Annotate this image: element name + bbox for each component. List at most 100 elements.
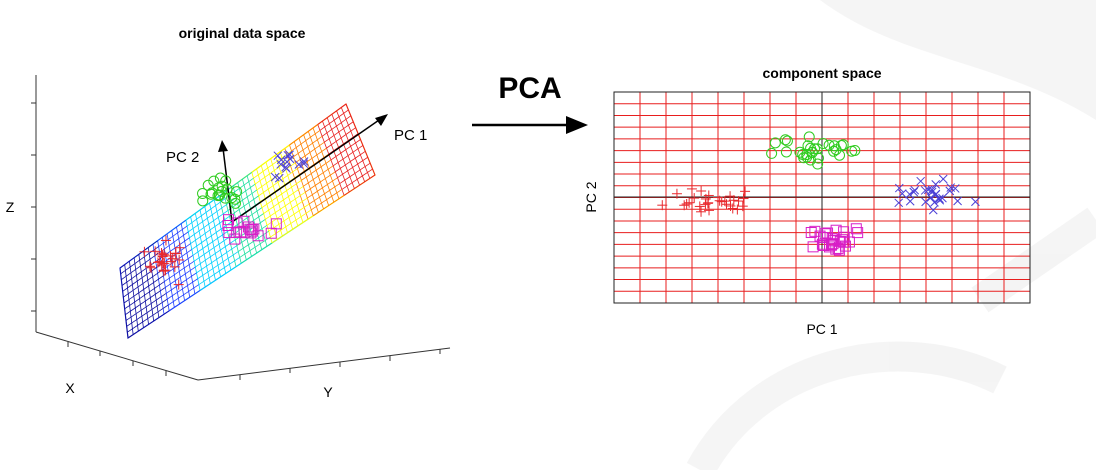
plane-mesh-line bbox=[338, 140, 349, 148]
cross-marker bbox=[273, 151, 283, 161]
plus-marker bbox=[165, 250, 176, 261]
plus-marker bbox=[146, 262, 157, 273]
plane-mesh-line bbox=[292, 222, 304, 230]
plane-mesh-line bbox=[300, 209, 312, 217]
plane-mesh-line bbox=[362, 168, 373, 177]
plane-mesh-line bbox=[190, 236, 201, 244]
plus-marker bbox=[156, 248, 167, 259]
circle-marker bbox=[798, 152, 810, 164]
square-marker bbox=[231, 226, 243, 238]
circle-marker bbox=[780, 146, 792, 158]
plus-marker bbox=[686, 183, 697, 194]
plane-mesh-line bbox=[319, 123, 330, 131]
plane-mesh-line bbox=[126, 319, 138, 327]
plane-mesh-line bbox=[125, 313, 137, 321]
plane-mesh-line bbox=[129, 259, 140, 268]
plane-mesh-line bbox=[324, 135, 335, 143]
plane-mesh-line bbox=[313, 172, 324, 180]
plus-marker bbox=[728, 195, 739, 206]
square-marker bbox=[816, 238, 828, 250]
plus-marker bbox=[139, 246, 150, 257]
plus-marker bbox=[702, 198, 713, 209]
plus-marker bbox=[174, 242, 185, 253]
plane-mesh-line bbox=[339, 176, 351, 184]
circle-marker bbox=[769, 137, 781, 149]
plus-marker bbox=[144, 261, 155, 272]
plus-marker bbox=[657, 200, 668, 211]
plane-mesh-line bbox=[288, 210, 300, 218]
plane-mesh-line bbox=[145, 299, 157, 308]
plane-mesh-line bbox=[205, 205, 216, 213]
cross-marker bbox=[926, 193, 936, 202]
left-title: original data space bbox=[179, 25, 306, 41]
plane-mesh-line bbox=[341, 182, 353, 190]
plus-marker bbox=[737, 201, 748, 212]
plane-mesh-line bbox=[343, 121, 354, 129]
plus-marker bbox=[738, 193, 749, 204]
plane-mesh-line bbox=[143, 282, 154, 290]
pc2-label-3d: PC 2 bbox=[166, 149, 199, 166]
plane-mesh-line bbox=[355, 151, 366, 159]
plane-mesh-line bbox=[145, 293, 156, 302]
plane-mesh-line bbox=[187, 278, 198, 286]
plane-mesh-line bbox=[120, 266, 131, 275]
square-marker bbox=[830, 224, 842, 236]
plane-mesh-line bbox=[127, 330, 139, 339]
circle-marker bbox=[812, 152, 824, 164]
plane-mesh-line bbox=[138, 247, 149, 255]
cross-marker bbox=[910, 185, 920, 195]
plus-marker bbox=[158, 258, 169, 269]
plane-mesh-line bbox=[166, 226, 177, 235]
plus-marker bbox=[174, 254, 185, 265]
plus-marker bbox=[169, 261, 180, 272]
plane-mesh-line bbox=[317, 184, 328, 192]
circle-marker bbox=[229, 193, 241, 205]
plane-mesh-line bbox=[175, 273, 186, 281]
plane-mesh-line bbox=[137, 318, 148, 326]
plane-mesh-line bbox=[283, 192, 294, 201]
square-marker bbox=[814, 230, 826, 242]
cross-marker bbox=[921, 197, 930, 207]
cross-marker bbox=[283, 150, 293, 160]
plane-mesh-line bbox=[130, 265, 141, 274]
plane-mesh-line bbox=[286, 204, 298, 212]
plane-mesh-line bbox=[303, 179, 314, 187]
plane-mesh-line bbox=[191, 242, 202, 250]
plane-mesh-line bbox=[242, 172, 253, 180]
plane-mesh-line bbox=[127, 325, 138, 333]
square-marker bbox=[238, 227, 250, 239]
plane-mesh-line bbox=[278, 217, 290, 225]
plane-mesh-line bbox=[295, 155, 306, 164]
cross-marker bbox=[276, 155, 286, 165]
plane-mesh-line bbox=[285, 198, 296, 207]
plane-mesh-line bbox=[320, 159, 332, 168]
plane-mesh-line bbox=[276, 211, 288, 219]
plane-mesh-line bbox=[225, 239, 236, 247]
plane-mesh-line bbox=[258, 188, 269, 197]
plane-mesh-line bbox=[313, 208, 324, 217]
plane-mesh-line bbox=[135, 300, 146, 309]
plane-mesh-line bbox=[258, 230, 269, 239]
cross-marker bbox=[905, 196, 915, 206]
plane-mesh-line bbox=[279, 144, 290, 153]
plane-mesh-line bbox=[154, 281, 165, 289]
plane-mesh-line bbox=[304, 148, 315, 157]
plane-mesh-line bbox=[357, 156, 368, 165]
plane-mesh-line bbox=[180, 243, 191, 251]
plane-mesh-line bbox=[291, 143, 302, 152]
plane-mesh-line bbox=[216, 204, 227, 212]
plus-marker bbox=[703, 190, 714, 201]
plane-mesh-line bbox=[144, 288, 155, 296]
plane-mesh-line bbox=[164, 274, 175, 282]
plus-marker bbox=[160, 235, 171, 246]
plane-mesh-line bbox=[345, 127, 356, 135]
plane-mesh-line bbox=[232, 178, 243, 187]
plane-mesh-line bbox=[308, 124, 318, 132]
plane-mesh-line bbox=[178, 231, 189, 240]
plane-mesh-line bbox=[168, 238, 179, 246]
plane-mesh-line bbox=[311, 166, 322, 174]
plane-mesh-line bbox=[351, 175, 363, 184]
cross-marker bbox=[894, 183, 904, 193]
plane-mesh-line bbox=[176, 279, 187, 287]
plane-mesh-line bbox=[319, 190, 330, 198]
